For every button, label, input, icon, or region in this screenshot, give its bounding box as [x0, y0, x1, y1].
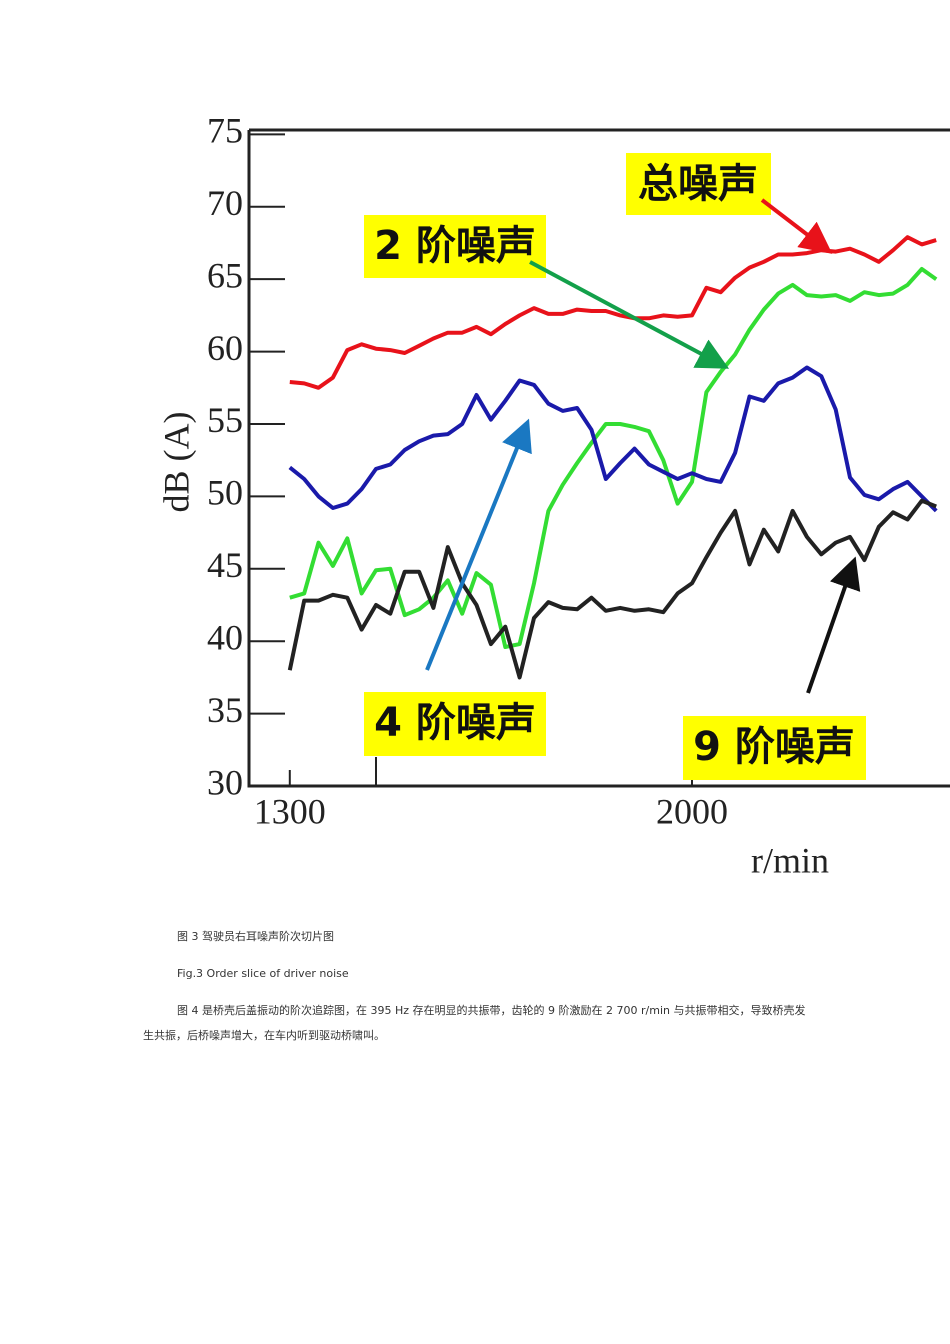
annotation: 4 阶噪声 — [374, 700, 536, 746]
x-tick-label: 1300 — [254, 791, 326, 831]
series-line — [288, 365, 938, 513]
y-tick-label: 65 — [207, 255, 243, 295]
y-tick-label: 60 — [207, 328, 243, 368]
arrow — [806, 556, 861, 694]
annotation-box — [364, 215, 546, 278]
y-tick-label: 30 — [207, 762, 243, 802]
y-tick-label: 70 — [207, 183, 243, 223]
y-tick-label: 40 — [207, 617, 243, 657]
annotation: 总噪声 — [638, 161, 758, 207]
x-tick-label: 2000 — [656, 791, 728, 831]
series-line — [289, 267, 938, 649]
y-axis-label: dB (A) — [156, 412, 196, 513]
plot-area — [287, 235, 938, 680]
annotation-box — [626, 153, 771, 215]
arrow — [529, 260, 730, 369]
y-tick-label: 45 — [207, 545, 243, 585]
ticks: 30 35 40 45 50 55 60 65 70 75 1300 2000 — [207, 111, 728, 832]
x-axis-label: r/min — [751, 840, 829, 880]
chart: 30 35 40 45 50 55 60 65 70 75 1300 2000 dB (A) r/mi… — [156, 111, 950, 880]
y-tick-label: 55 — [207, 400, 243, 440]
axes-frame — [247, 128, 950, 788]
arrow — [760, 198, 833, 254]
y-tick-label: 75 — [207, 111, 243, 151]
y-tick-label: 35 — [207, 690, 243, 730]
annotation-box — [364, 692, 546, 756]
annotation: 9 阶噪声 — [693, 724, 855, 770]
arrow — [425, 418, 532, 671]
series-line — [287, 498, 937, 680]
caption: 图 3 驾驶员右耳噪声阶次切片图 — [177, 930, 334, 943]
y-tick-label: 50 — [207, 473, 243, 513]
annotation: 2 阶噪声 — [374, 223, 536, 269]
caption: Fig.3 Order slice of driver noise — [177, 967, 349, 980]
paragraph: 图 4 是桥壳后盖振动的阶次追踪图，在 395 Hz 存在明显的共振带，齿轮的 … — [143, 1004, 806, 1042]
annotation-box — [683, 716, 866, 780]
